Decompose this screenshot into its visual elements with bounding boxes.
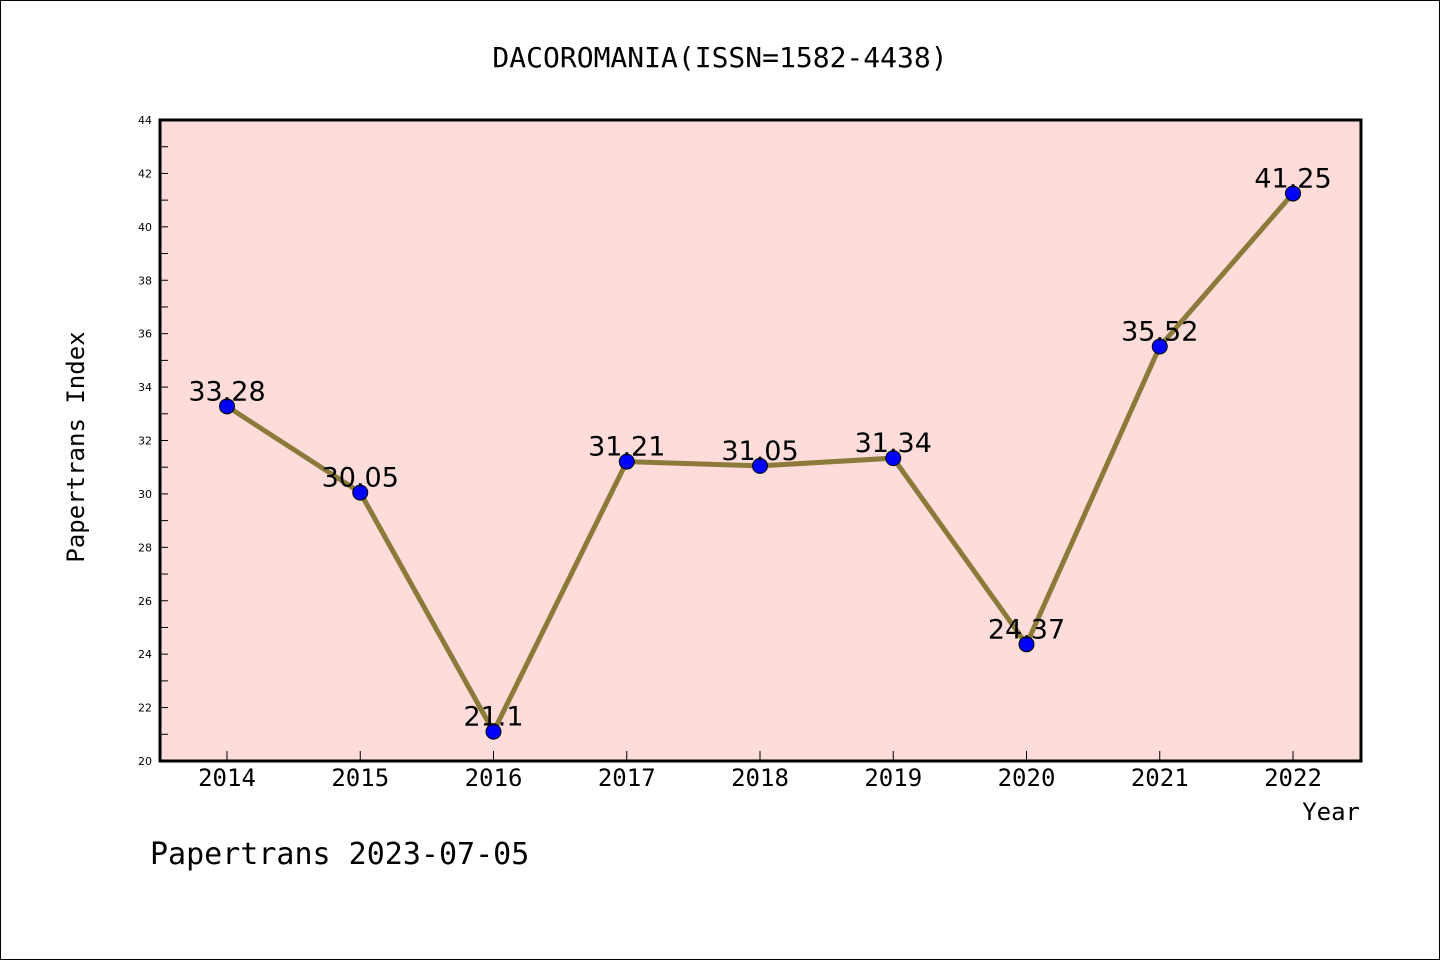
data-point-2017 [618,453,635,470]
y-tick-label: 44 [138,114,152,127]
x-tick-label: 2022 [1264,764,1322,792]
data-label-2015: 30.05 [322,463,399,494]
y-tick-label: 30 [138,488,152,501]
y-tick-label: 36 [138,328,152,341]
chart-title: DACOROMANIA(ISSN=1582-4438) [492,41,947,74]
data-point-2018 [752,457,768,474]
data-point-2015 [352,484,369,501]
x-tick-label: 2014 [198,764,256,792]
plot-border [158,118,1363,763]
x-axis-label: Year [1302,798,1360,826]
x-tick-label: 2020 [998,764,1056,792]
x-tick-label: 2016 [465,764,523,792]
data-point-2016 [485,723,502,740]
data-label-2019: 31.34 [855,428,932,459]
data-point-2021 [1151,338,1168,355]
data-label-2020: 24.37 [988,614,1065,645]
data-label-2022: 41.25 [1254,163,1331,194]
data-point-2020 [1018,636,1035,653]
y-axis-label: Papertrans Index [62,331,90,562]
plot-area [160,120,1361,761]
data-label-2016: 21.1 [463,702,523,733]
y-tick-label: 34 [138,381,152,394]
y-tick-label: 22 [138,702,152,715]
y-tick-label: 28 [138,541,152,554]
y-tick-label: 26 [138,595,152,608]
footer-date-stamp: Papertrans 2023-07-05 [150,837,529,872]
x-tick-label: 2017 [598,764,656,792]
data-label-2021: 35.52 [1121,316,1198,347]
x-tick-label: 2019 [864,764,922,792]
data-label-2014: 33.28 [188,376,265,407]
data-markers [219,185,1301,740]
data-point-2022 [1285,185,1301,202]
y-tick-label: 20 [138,755,152,768]
y-tick-label: 24 [138,648,152,661]
y-axis: 20 22 24 26 28 30 32 34 36 38 40 42 44 [138,114,168,768]
y-tick-label: 40 [138,221,152,234]
y-tick-label: 38 [138,274,152,287]
y-tick-label: 32 [138,435,152,448]
y-tick-label: 42 [138,167,152,180]
data-point-2014 [219,398,235,415]
x-tick-label: 2021 [1131,764,1189,792]
x-tick-label: 2018 [731,764,789,792]
data-labels: 33.28 30.05 21.1 31.21 31.05 31.34 24.37 35.52 4… [188,163,1331,732]
data-point-2019 [885,450,902,467]
data-label-2018: 31.05 [721,436,798,467]
x-axis: 2014 2015 2016 2017 2018 2019 2020 2021 2022 [198,751,1322,792]
x-tick-label: 2015 [331,764,389,792]
data-label-2017: 31.21 [588,432,665,463]
